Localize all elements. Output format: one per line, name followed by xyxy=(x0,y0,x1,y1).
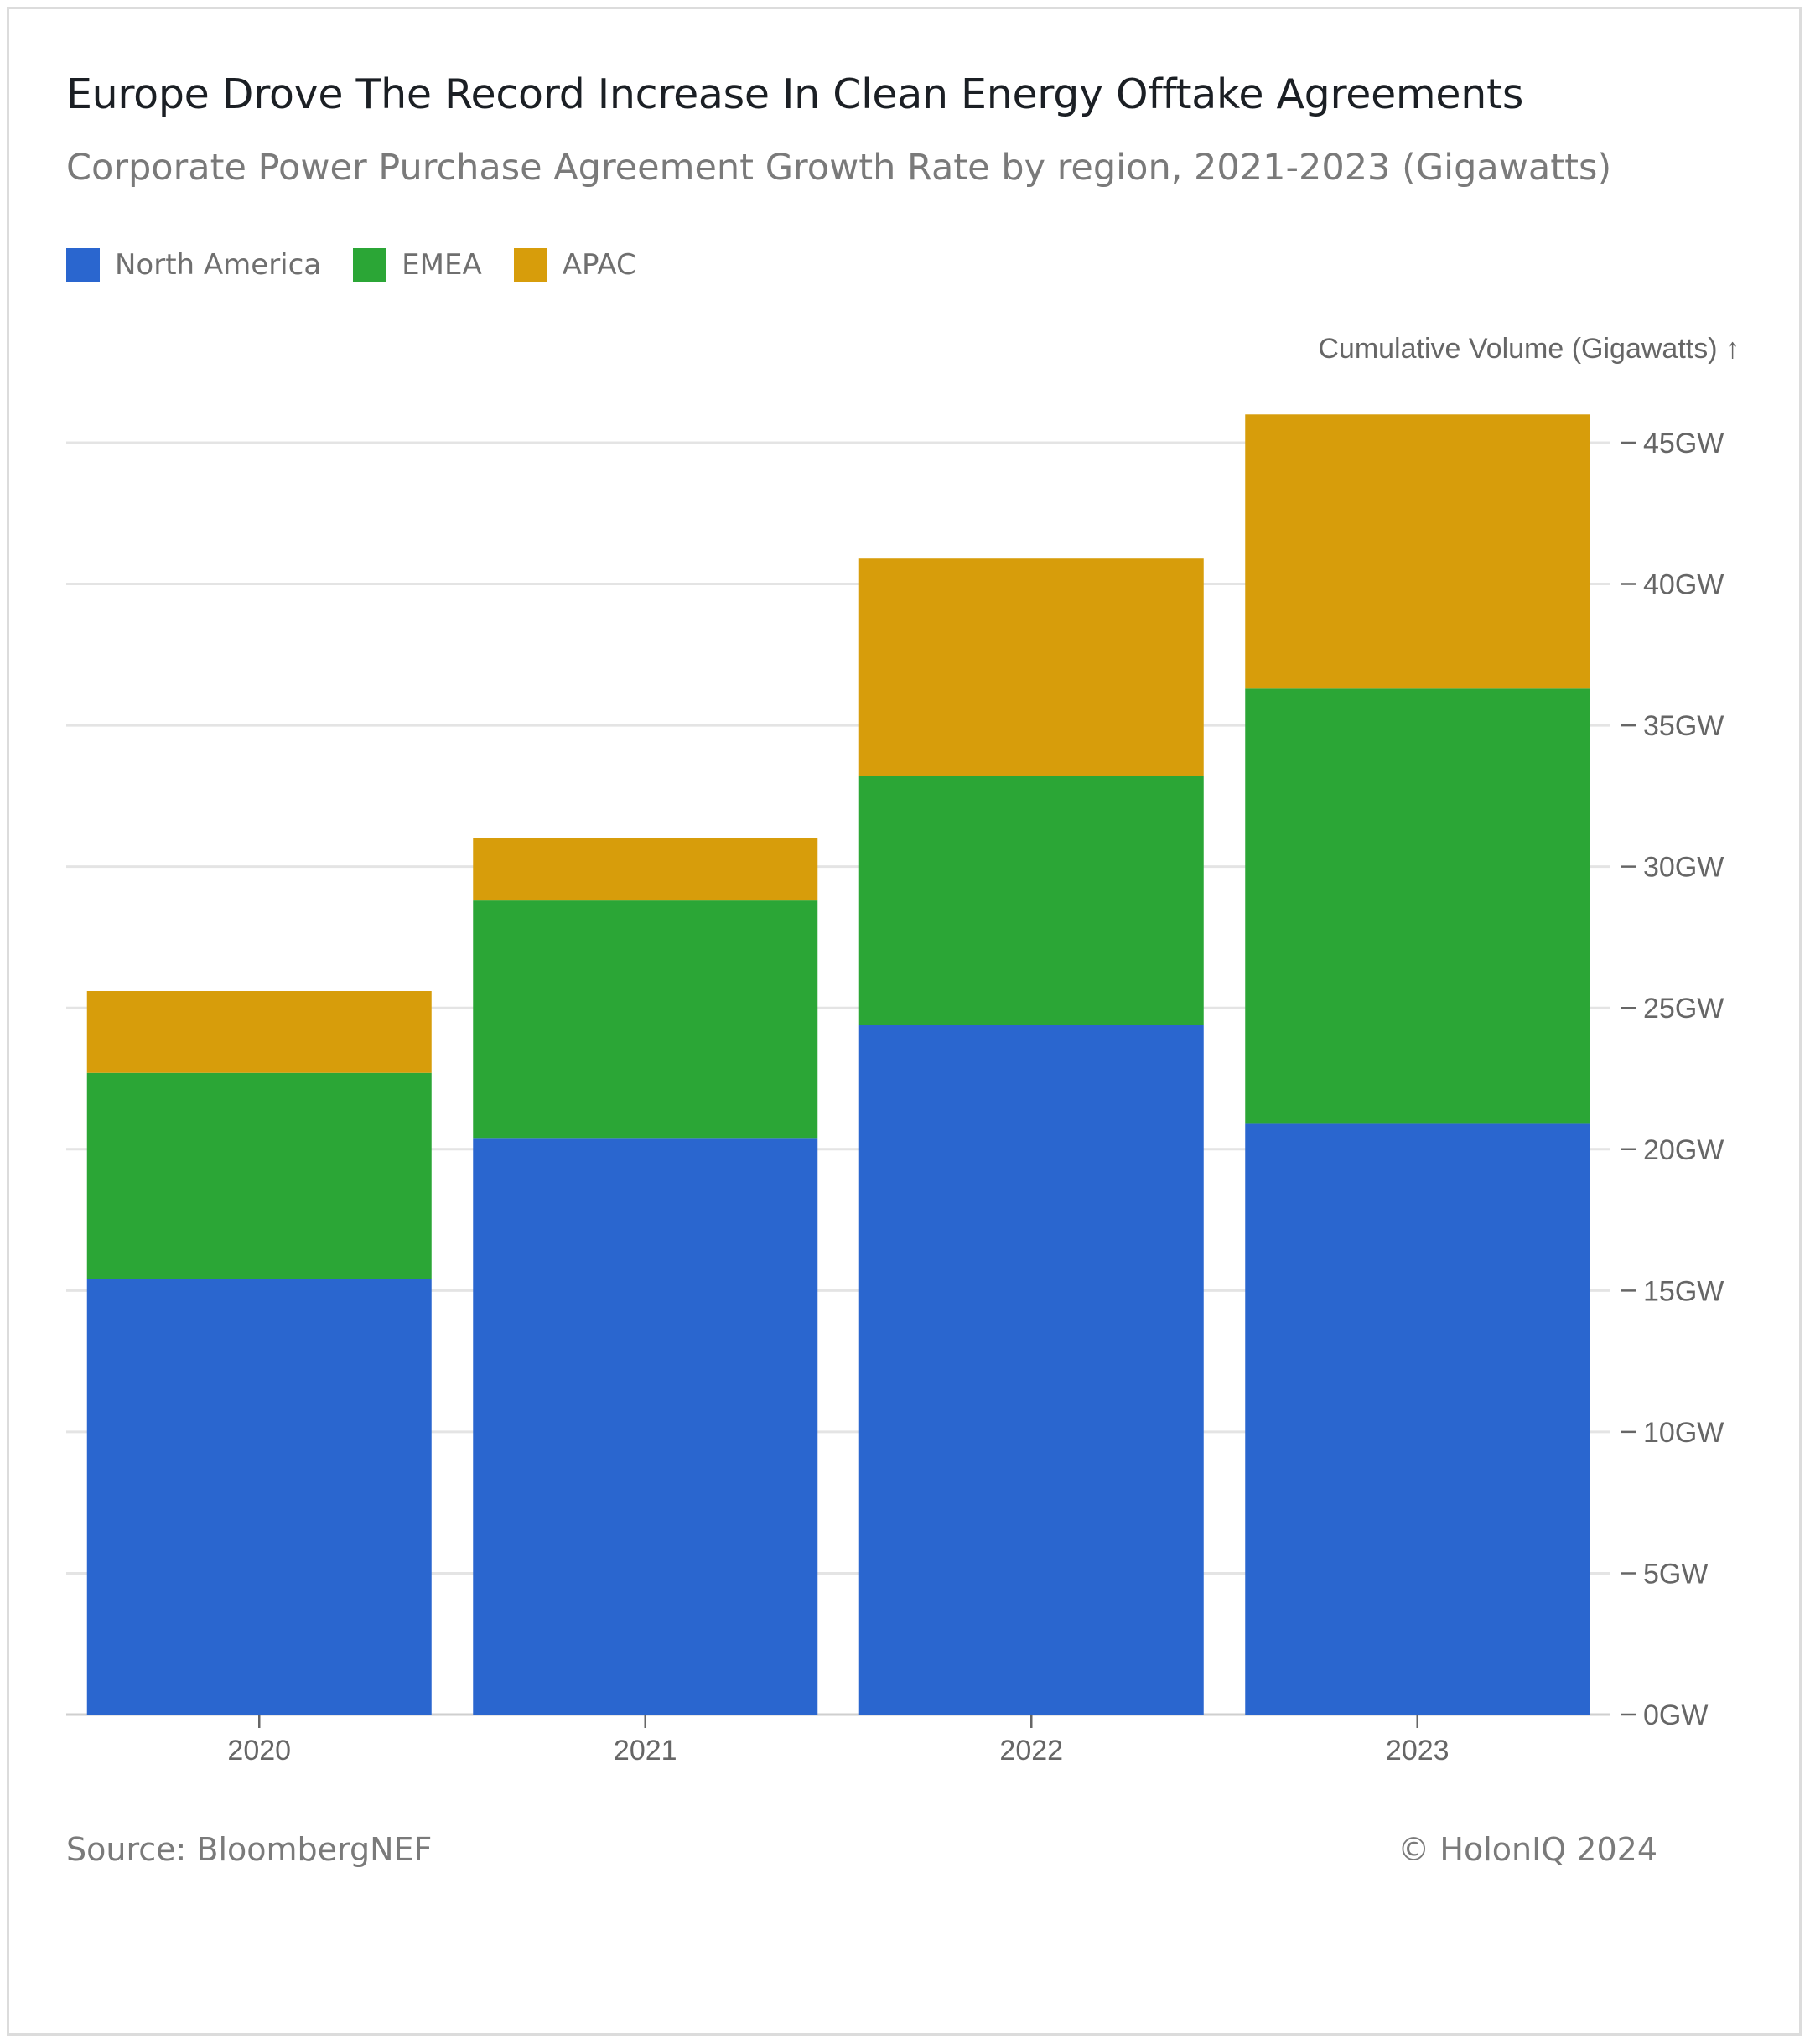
bar-north-america-2021[interactable] xyxy=(473,1138,818,1715)
y-tick-label: 15GW xyxy=(1643,1275,1724,1307)
bar-emea-2021[interactable] xyxy=(473,900,818,1139)
y-tick-label: 35GW xyxy=(1643,710,1724,742)
x-tick-label: 2020 xyxy=(227,1735,291,1766)
bar-emea-2020[interactable] xyxy=(86,1072,432,1279)
bar-north-america-2023[interactable] xyxy=(1245,1123,1590,1715)
bar-apac-2020[interactable] xyxy=(86,990,432,1073)
y-tick-label: 5GW xyxy=(1643,1558,1708,1590)
legend-item-apac[interactable]: APAC xyxy=(513,248,636,282)
y-tick-label: 40GW xyxy=(1643,569,1724,601)
bar-north-america-2022[interactable] xyxy=(858,1025,1204,1715)
y-tick-label: 25GW xyxy=(1643,993,1724,1025)
legend: North America EMEA APAC xyxy=(66,248,668,282)
y-tick-label: 0GW xyxy=(1643,1699,1708,1731)
y-tick-label: 45GW xyxy=(1643,428,1724,459)
legend-label-emea: EMEA xyxy=(402,248,482,282)
y-tick-label: 10GW xyxy=(1643,1417,1724,1449)
x-tick-label: 2021 xyxy=(614,1735,677,1766)
bar-emea-2022[interactable] xyxy=(858,776,1204,1025)
y-tick-label: 30GW xyxy=(1643,852,1724,884)
legend-label-north-america: North America xyxy=(115,248,322,282)
x-tick-label: 2022 xyxy=(999,1735,1063,1766)
bars xyxy=(86,414,1590,1715)
source-note: Source: BloombergNEF xyxy=(66,1831,433,1868)
bar-apac-2023[interactable] xyxy=(1245,414,1590,689)
bar-apac-2022[interactable] xyxy=(858,558,1204,776)
legend-swatch-emea xyxy=(353,248,387,282)
chart-title: Europe Drove The Record Increase In Clea… xyxy=(66,70,1524,118)
legend-swatch-apac xyxy=(513,248,547,282)
y-axis-title: Cumulative Volume (Gigawatts) ↑ xyxy=(1318,333,1740,365)
bar-apac-2021[interactable] xyxy=(473,838,818,901)
legend-label-apac: APAC xyxy=(562,248,636,282)
bar-north-america-2020[interactable] xyxy=(86,1279,432,1715)
bar-emea-2023[interactable] xyxy=(1245,688,1590,1124)
legend-swatch-north-america xyxy=(66,248,100,282)
x-tick-label: 2023 xyxy=(1386,1735,1450,1766)
copyright-note: © HolonIQ 2024 xyxy=(1398,1831,1657,1868)
chart-subtitle: Corporate Power Purchase Agreement Growt… xyxy=(66,147,1612,189)
y-tick-label: 20GW xyxy=(1643,1134,1724,1166)
legend-item-north-america[interactable]: North America xyxy=(66,248,321,282)
legend-item-emea[interactable]: EMEA xyxy=(353,248,482,282)
axes: 0GW 5GW 10GW 15GW 20GW 25GW 30GW 35GW 40GW 45GW 20… xyxy=(227,428,1724,1766)
